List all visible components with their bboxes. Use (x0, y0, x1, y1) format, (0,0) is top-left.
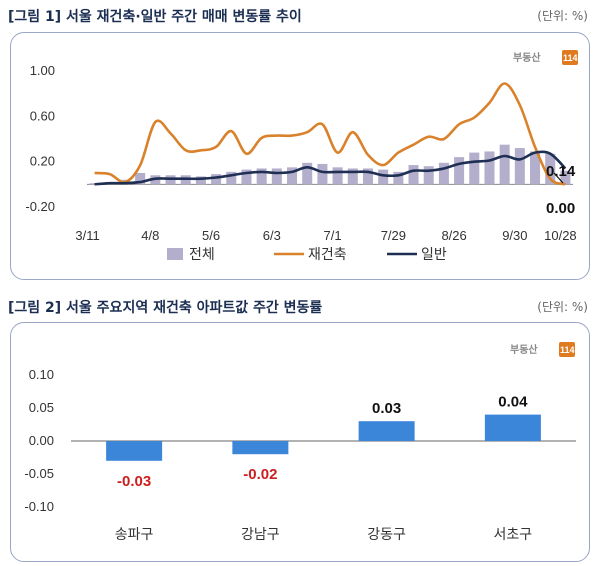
bar-0 (106, 441, 163, 461)
bar-total (530, 151, 541, 185)
bar-value-label: 0.04 (498, 394, 528, 411)
bar-total (241, 169, 252, 185)
bar-total (423, 166, 434, 185)
y-tick-label: 0.20 (30, 154, 55, 169)
bar-total (378, 169, 389, 185)
bar-value-label: 0.03 (372, 400, 401, 417)
x-tick-label: 5/6 (202, 228, 220, 243)
bar-total (302, 162, 313, 185)
category-label: 강동구 (367, 527, 406, 543)
bar-total (271, 168, 282, 185)
bar-total (256, 168, 267, 185)
bar-total (469, 152, 480, 185)
category-label: 송파구 (115, 527, 154, 543)
bar-total (484, 151, 495, 185)
x-tick-label: 10/28 (544, 228, 577, 243)
figure-2-chart: 부동산 114 -0.03 -0.02 0.03 0.04 0.10 0.05 0.00 -… (24, 342, 576, 543)
line-general (94, 150, 567, 186)
figure-2-header: [그림 2] 서울 주요지역 재건축 아파트값 주간 변동률 (단위: %) (0, 295, 600, 319)
y-tick-label: -0.20 (25, 199, 55, 214)
figure-1-header: [그림 1] 서울 재건축·일반 주간 매매 변동률 추이 (단위: %) (0, 4, 600, 28)
bar-total (135, 173, 146, 185)
bar-total (393, 171, 404, 185)
line-rebuild (94, 82, 566, 186)
bar-value-label: -0.03 (117, 473, 151, 490)
bar-2 (358, 421, 415, 441)
figure-1-unit: (단위: %) (537, 9, 588, 23)
legend-label-rebuild: 재건축 (308, 247, 347, 263)
figure-1-panel: 부동산 114 1.00 0.60 0.20 -0.20 3/11 4/8 5/6 6/3 7… (10, 32, 590, 280)
legend: 전체 재건축 일반 (167, 247, 447, 263)
brand-logo: 부동산 114 (513, 50, 578, 65)
x-tick-label: 4/8 (141, 228, 159, 243)
bar-total (408, 165, 419, 185)
y-tick-label: 0.00 (29, 433, 54, 448)
brand-logo-number: 114 (560, 345, 575, 355)
bar-total (514, 148, 525, 185)
figure-2-panel: 부동산 114 -0.03 -0.02 0.03 0.04 0.10 0.05 0.00 -… (10, 322, 590, 562)
y-tick-label: 0.05 (29, 400, 54, 415)
legend-label-general: 일반 (421, 247, 447, 263)
bar-total (499, 144, 510, 185)
brand-logo-text: 부동산 (510, 343, 538, 356)
y-tick-label: 1.00 (30, 63, 55, 78)
annotation-general-last: 0.14 (546, 163, 576, 180)
category-label: 강남구 (241, 527, 280, 543)
x-tick-label: 8/26 (441, 228, 466, 243)
legend-label-total: 전체 (189, 247, 215, 263)
category-label: 서초구 (494, 527, 533, 543)
bar-total (332, 167, 343, 185)
x-tick-label: 7/1 (324, 228, 342, 243)
bar-total (545, 153, 556, 185)
y-tick-label: -0.10 (24, 499, 54, 514)
figure-2-unit: (단위: %) (537, 300, 588, 314)
bar-total (317, 163, 328, 185)
y-tick-label: -0.05 (24, 466, 54, 481)
brand-logo-badge (562, 50, 578, 65)
x-tick-label: 3/11 (75, 228, 99, 243)
figure-2-title: [그림 2] 서울 주요지역 재건축 아파트값 주간 변동률 (8, 300, 323, 316)
figure-1-title: [그림 1] 서울 재건축·일반 주간 매매 변동률 추이 (8, 9, 302, 25)
figure-1-chart: 부동산 114 1.00 0.60 0.20 -0.20 3/11 4/8 5/6 6/3 7… (25, 50, 578, 263)
x-tick-label: 7/29 (381, 228, 406, 243)
annotation-rebuild-last: 0.00 (546, 200, 575, 217)
bar-total (226, 171, 237, 185)
brand-logo-text: 부동산 (513, 51, 541, 64)
bar-total (454, 157, 465, 185)
bar-total (287, 167, 298, 185)
y-tick-label: 0.10 (29, 367, 54, 382)
bar-total (362, 168, 373, 185)
bar-total (211, 174, 222, 185)
brand-logo-number: 114 (563, 53, 578, 63)
bar-total (560, 170, 571, 185)
brand-logo: 부동산 114 (510, 342, 575, 357)
bar-total (438, 162, 449, 185)
y-tick-label: 0.60 (30, 108, 55, 123)
x-tick-label: 9/30 (502, 228, 527, 243)
bar-total (347, 168, 358, 185)
legend-swatch-total (167, 248, 183, 260)
bar-3 (484, 414, 541, 441)
bar-total (195, 176, 206, 185)
brand-logo-badge (559, 342, 575, 357)
bar-value-label: -0.02 (243, 466, 277, 483)
bar-1 (232, 441, 289, 455)
x-tick-label: 6/3 (263, 228, 281, 243)
annotation-leader-line (553, 172, 564, 184)
